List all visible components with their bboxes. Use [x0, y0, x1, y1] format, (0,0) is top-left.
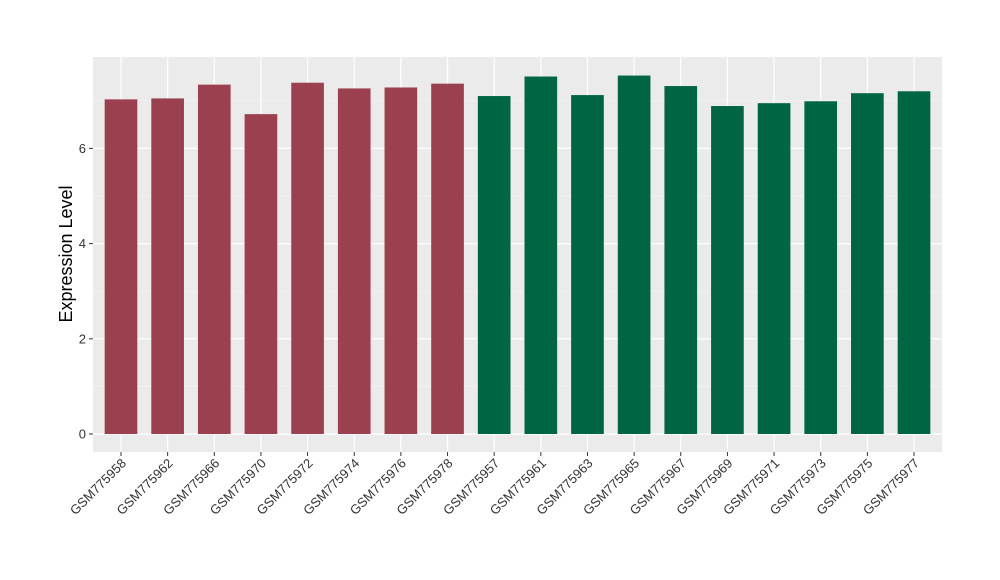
- y-tick-label: 2: [79, 331, 86, 346]
- y-axis: 0 2 4 6: [79, 141, 93, 442]
- bar: [711, 106, 744, 434]
- bar: [851, 93, 884, 435]
- bar: [291, 82, 324, 434]
- bar: [571, 95, 604, 434]
- minor-gridlines: [93, 100, 942, 387]
- bar: [244, 114, 278, 435]
- bar: [197, 84, 231, 434]
- bar: [897, 91, 931, 434]
- y-tick-label: 0: [79, 427, 86, 442]
- y-tick-label: 4: [79, 236, 86, 251]
- bar: [617, 75, 651, 435]
- bar: [664, 86, 698, 434]
- bar: [477, 96, 511, 434]
- bar: [104, 99, 138, 434]
- bar: [524, 76, 558, 435]
- bar: [757, 103, 791, 435]
- bar: [384, 87, 418, 435]
- y-tick-label: 6: [79, 141, 86, 156]
- bar: [804, 101, 838, 434]
- x-axis: GSM775958GSM775962GSM775966GSM775970GSM7…: [67, 452, 922, 518]
- bars: [104, 75, 931, 435]
- bar: [337, 88, 371, 434]
- y-axis-title: Expression Level: [56, 185, 76, 322]
- bar: [151, 98, 184, 435]
- bar: [431, 83, 464, 434]
